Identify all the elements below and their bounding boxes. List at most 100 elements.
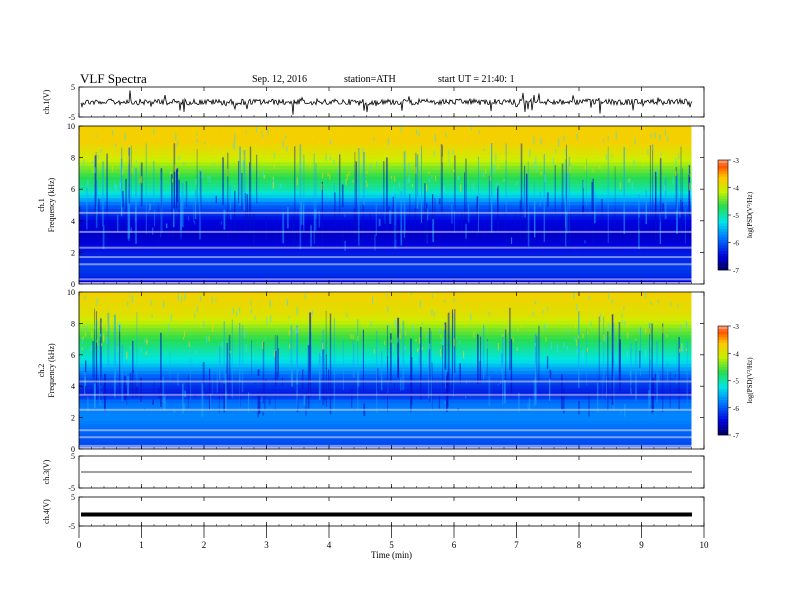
colorbar-swatch	[718, 394, 728, 398]
x-tick-label: 10	[700, 540, 710, 550]
speckle	[416, 129, 418, 135]
streak	[669, 372, 671, 408]
streak	[443, 401, 446, 404]
speckle	[146, 296, 148, 300]
speckle	[602, 138, 605, 143]
speckle	[497, 163, 499, 170]
streak	[169, 351, 171, 383]
panel-2: -3 -4 -5 -6 -7 log(PSD(V²/Hz) 0 2 4 6 8 10 ch.1 Frequ…	[37, 122, 754, 289]
streak	[518, 392, 520, 413]
psd-band	[79, 126, 692, 130]
speckle	[321, 342, 324, 350]
psd-band	[79, 172, 692, 177]
colorbar-swatch	[718, 226, 728, 230]
speckle	[625, 307, 628, 314]
speckle	[227, 168, 229, 177]
y-tick-label: 4	[71, 217, 75, 226]
speckle	[660, 152, 662, 156]
speckle	[439, 328, 441, 335]
streak	[231, 209, 233, 237]
speckle	[516, 347, 518, 351]
streak	[308, 241, 310, 244]
streak	[86, 187, 88, 230]
speckle	[670, 154, 673, 161]
psd-band	[79, 381, 692, 386]
streak	[562, 397, 564, 400]
streak	[241, 325, 244, 393]
colorbar-swatch	[718, 190, 728, 194]
speckle	[408, 174, 410, 183]
speckle	[261, 341, 264, 350]
streak	[662, 323, 664, 412]
streak	[276, 350, 278, 372]
speckle	[408, 162, 410, 170]
streak	[239, 323, 241, 382]
streak	[397, 317, 400, 379]
streak	[539, 191, 541, 207]
streak	[619, 339, 621, 391]
streak	[321, 181, 323, 249]
streak	[402, 320, 405, 391]
streak	[630, 343, 632, 395]
speckle	[86, 326, 88, 330]
speckle	[251, 167, 253, 174]
streak	[274, 334, 276, 411]
speckle	[189, 147, 191, 154]
streak	[390, 333, 392, 384]
y-tick-label: 8	[71, 154, 75, 163]
speckle	[80, 169, 82, 173]
streak	[592, 178, 594, 245]
streak	[249, 146, 252, 234]
speckle	[357, 335, 359, 342]
streak	[534, 200, 536, 238]
speckle	[176, 309, 178, 316]
streak	[282, 212, 285, 244]
psd-band	[79, 176, 692, 181]
streak	[607, 331, 609, 411]
streak	[157, 219, 160, 251]
streak	[566, 144, 567, 213]
colorbar-swatch	[718, 231, 728, 235]
speckle	[420, 147, 422, 151]
speckle	[269, 299, 271, 308]
streak	[102, 161, 104, 226]
streak	[403, 151, 406, 234]
y-tick-label: 4	[71, 382, 75, 391]
speckle	[675, 158, 677, 166]
speckle	[329, 139, 332, 145]
streak	[418, 356, 420, 371]
streak	[676, 343, 678, 385]
speckle	[199, 295, 202, 302]
colorbar-swatch	[718, 391, 728, 395]
speckle	[194, 313, 196, 318]
speckle	[100, 333, 102, 337]
speckle	[139, 178, 141, 183]
speckle	[609, 329, 611, 333]
streak	[584, 213, 586, 240]
psd-band	[79, 269, 692, 274]
colorbar-swatch	[718, 201, 728, 205]
speckle	[203, 321, 205, 328]
streak	[659, 212, 661, 244]
speckle	[456, 145, 458, 149]
streak	[635, 340, 637, 401]
streak	[504, 204, 506, 241]
streak	[421, 145, 422, 223]
psd-band	[79, 370, 692, 375]
colorbar-tick-label: -3	[733, 323, 739, 331]
speckle	[405, 159, 407, 163]
y-tick-label: -5	[68, 484, 75, 493]
speckle	[576, 133, 578, 140]
speckle	[369, 164, 372, 170]
speckle	[397, 127, 399, 135]
streak	[239, 384, 241, 407]
speckle	[129, 346, 131, 350]
speckle	[296, 177, 298, 186]
psd-band	[79, 402, 692, 407]
psd-band	[79, 374, 692, 379]
psd-band	[79, 345, 692, 350]
speckle	[574, 154, 576, 160]
speckle	[679, 348, 681, 353]
y-axis-label: ch.4(V)	[42, 499, 51, 524]
speckle	[272, 182, 274, 189]
